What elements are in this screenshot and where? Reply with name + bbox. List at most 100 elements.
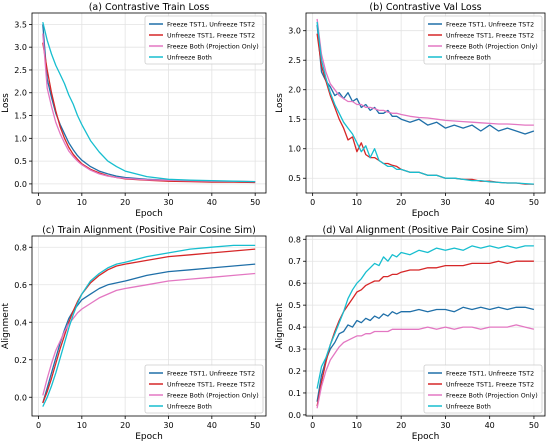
y-tick-label: 1.5	[14, 112, 27, 121]
legend-label-4: Unfreeze Both	[167, 404, 212, 411]
y-tick-label: 0.4	[14, 318, 27, 327]
y-tick-label: 0.0	[14, 180, 27, 189]
legend-label-3: Freeze Both (Projection Only)	[446, 44, 538, 51]
x-tick-label: 40	[207, 198, 217, 207]
series-line-1	[42, 263, 256, 404]
y-tick-label: 0.2	[14, 356, 27, 365]
series-line-4	[42, 21, 256, 183]
x-tick-label: 20	[396, 421, 406, 430]
legend-label-4: Unfreeze Both	[446, 404, 491, 411]
legend-label-3: Freeze Both (Projection Only)	[167, 393, 259, 400]
legend: Freeze TST1, Unfreeze TST2 Unfreeze TST1,…	[144, 364, 264, 414]
axes-frame	[305, 12, 546, 194]
x-tick-label: 20	[120, 198, 130, 207]
x-tick-label: 50	[529, 198, 539, 207]
x-tick-label: 10	[77, 421, 87, 430]
series-line-4	[42, 244, 256, 407]
chart-title: (c) Train Alignment (Positive Pair Cosin…	[42, 225, 256, 236]
legend-label-3: Freeze Both (Projection Only)	[446, 393, 538, 400]
y-tick-label: 2.0	[288, 86, 301, 95]
legend-box	[144, 364, 264, 414]
series-line-2	[42, 42, 256, 184]
x-tick-label: 0	[310, 198, 315, 207]
legend-box	[144, 15, 264, 65]
series-line-4	[316, 21, 534, 185]
chart-title: (a) Contrastive Train Loss	[89, 2, 210, 13]
x-tick-label: 50	[250, 198, 260, 207]
x-tick-label: 10	[77, 198, 87, 207]
legend-label-2: Unfreeze TST1, Freeze TST2	[446, 382, 534, 389]
x-tick-label: 20	[120, 421, 130, 430]
series-line-1	[316, 306, 535, 402]
y-tick-label: 1.0	[14, 134, 27, 143]
y-tick-label: 2.0	[14, 89, 27, 98]
series-line-1	[316, 24, 535, 135]
y-tick-label: 3.0	[288, 27, 301, 36]
series-line-3	[316, 18, 534, 126]
chart-panel-2: 0 10 20 30 40 50 0.5 1.0 1.5 2.0 2.5 3.0 (b) Contras…	[275, 2, 546, 219]
y-tick-label: 0.1	[288, 389, 301, 398]
series-line-2	[42, 248, 256, 404]
legend-box	[423, 15, 543, 65]
y-tick-label: 3.5	[14, 20, 27, 29]
x-tick-label: 50	[250, 421, 260, 430]
legend: Freeze TST1, Unfreeze TST2 Unfreeze TST1,…	[423, 364, 543, 414]
x-tick-label: 50	[529, 421, 539, 430]
legend-label-4: Unfreeze Both	[446, 55, 491, 62]
x-axis-label: Epoch	[135, 209, 163, 219]
x-tick-label: 10	[352, 421, 362, 430]
y-tick-label: 1.5	[288, 115, 301, 124]
y-tick-label: 0.5	[288, 174, 301, 183]
x-axis-label: Epoch	[412, 209, 440, 219]
x-tick-label: 0	[310, 421, 315, 430]
axes-frame	[305, 235, 546, 417]
y-tick-label: 0.0	[288, 411, 301, 420]
x-tick-label: 40	[485, 421, 495, 430]
x-tick-label: 30	[440, 198, 450, 207]
y-axis-label: Loss	[1, 93, 11, 113]
y-tick-label: 0.5	[14, 157, 27, 166]
legend-label-1: Freeze TST1, Unfreeze TST2	[167, 371, 255, 378]
y-axis-label: Alignment	[1, 302, 11, 349]
legend: Freeze TST1, Unfreeze TST2 Unfreeze TST1,…	[423, 15, 543, 65]
legend-label-3: Freeze Both (Projection Only)	[167, 44, 259, 51]
x-tick-label: 30	[163, 198, 173, 207]
x-tick-label: 0	[36, 198, 41, 207]
y-tick-label: 0.6	[288, 279, 301, 288]
x-axis-label: Epoch	[135, 432, 163, 441]
x-tick-label: 20	[396, 198, 406, 207]
x-tick-label: 40	[207, 421, 217, 430]
y-tick-label: 0.3	[288, 345, 301, 354]
legend-label-1: Freeze TST1, Unfreeze TST2	[446, 371, 534, 378]
series-line-4	[316, 245, 534, 389]
y-axis-label: Loss	[275, 93, 285, 113]
axes-frame	[31, 12, 267, 194]
series-line-3	[316, 324, 535, 409]
legend-label-2: Unfreeze TST1, Freeze TST2	[446, 33, 534, 40]
chart-panel-4: 0 10 20 30 40 50 0.0 0.1 0.2 0.3 0.4 0.5 0.6 0.7 0.8 (d…	[275, 225, 546, 441]
y-tick-label: 0.6	[14, 281, 27, 290]
series-line-3	[42, 272, 256, 396]
x-tick-label: 30	[163, 421, 173, 430]
chart-title: (b) Contrastive Val Loss	[369, 2, 481, 13]
legend-label-4: Unfreeze Both	[167, 55, 212, 62]
y-tick-label: 3.0	[14, 43, 27, 52]
x-tick-label: 40	[485, 198, 495, 207]
legend-label-2: Unfreeze TST1, Freeze TST2	[167, 33, 255, 40]
x-tick-label: 10	[352, 198, 362, 207]
y-tick-label: 2.5	[288, 56, 301, 65]
x-tick-label: 30	[440, 421, 450, 430]
x-tick-label: 0	[36, 421, 41, 430]
chart-title: (d) Val Alignment (Positive Pair Cosine …	[323, 225, 529, 236]
legend-label-2: Unfreeze TST1, Freeze TST2	[167, 382, 255, 389]
y-tick-label: 0.4	[288, 323, 301, 332]
chart-panel-1: 0 10 20 30 40 50 0.0 0.5 1.0 1.5 2.0 2.5 3.0 3.5 (a) C…	[1, 2, 267, 219]
y-axis-label: Alignment	[275, 302, 285, 349]
y-tick-label: 0.7	[288, 257, 301, 266]
y-tick-label: 0.5	[288, 301, 301, 310]
axes-frame	[31, 235, 267, 417]
chart-panel-3: 0 10 20 30 40 50 0.0 0.2 0.4 0.6 0.8 (c) Train Alig…	[1, 225, 267, 441]
y-tick-label: 0.8	[14, 243, 27, 252]
legend-box	[423, 364, 543, 414]
